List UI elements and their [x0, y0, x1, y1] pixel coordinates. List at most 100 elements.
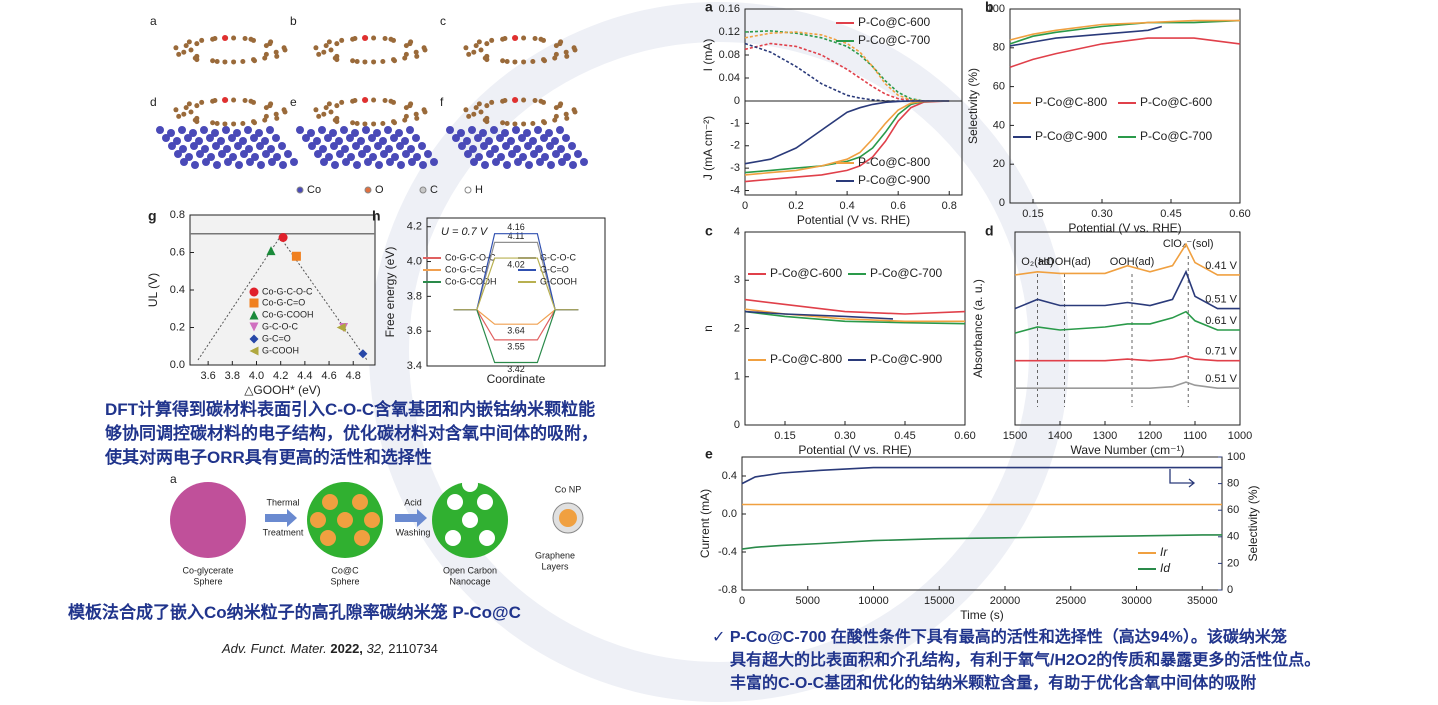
atom — [223, 145, 231, 153]
atom — [419, 161, 427, 169]
legend-marker — [249, 334, 259, 344]
atom — [212, 142, 220, 150]
marker — [358, 349, 368, 359]
x-tick-label: 3.6 — [200, 370, 215, 382]
atom — [412, 134, 420, 142]
chart: d 1500 1400 1300 1200 1100 1000 Wave Number (cm… — [971, 223, 1252, 457]
chart: c 0.15 0.30 0.45 0.60 0 1 2 3 4 Potential (V vs. R… — [701, 223, 976, 457]
atom — [489, 37, 495, 43]
co-particle — [337, 512, 353, 528]
atom — [201, 145, 209, 153]
atom — [308, 142, 316, 150]
x-tick-label: 25000 — [1055, 595, 1086, 607]
atom — [194, 115, 200, 121]
volume: 32, — [367, 641, 385, 656]
x-tick-label: 0.60 — [1229, 208, 1250, 220]
atom — [354, 121, 360, 127]
atom — [403, 43, 409, 49]
atom — [512, 126, 520, 134]
y2-tick-label: 60 — [1227, 504, 1239, 516]
atom — [500, 120, 506, 126]
pore — [462, 476, 478, 492]
y-tick-label: 4.2 — [407, 221, 422, 233]
atom — [342, 158, 350, 166]
atom — [176, 113, 182, 119]
atom — [552, 150, 560, 158]
y-tick-label: 0.6 — [170, 246, 185, 258]
atom — [512, 35, 518, 41]
atom — [222, 97, 228, 103]
y-tick-label: -0.4 — [718, 546, 737, 558]
panel-label: c — [705, 223, 713, 239]
atom — [391, 99, 397, 105]
y-tick-label: -1 — [730, 117, 740, 129]
co-particle — [310, 512, 326, 528]
atom — [402, 55, 408, 61]
atom — [392, 58, 398, 64]
atom — [184, 134, 192, 142]
x-tick-label: 4.4 — [297, 370, 312, 382]
panel-label: f — [440, 95, 444, 109]
line — [1014, 269, 1240, 310]
atom — [263, 105, 269, 111]
atom — [403, 113, 409, 119]
y-tick-label: 2 — [734, 322, 740, 334]
atom — [375, 161, 383, 169]
atom — [390, 134, 398, 142]
atom — [486, 150, 494, 158]
atom — [262, 150, 270, 158]
atom — [580, 158, 588, 166]
legend-label: Co-G-C-O-C — [262, 286, 313, 296]
atom — [484, 115, 490, 121]
atom — [194, 103, 200, 109]
line — [744, 100, 950, 176]
atom — [563, 153, 571, 161]
atom — [497, 153, 505, 161]
atom — [384, 126, 392, 134]
atom — [217, 137, 225, 145]
y-tick-label: 80 — [993, 42, 1005, 54]
atom — [466, 113, 472, 119]
atom — [476, 39, 482, 45]
y-tick-label: 0.4 — [722, 470, 737, 482]
atom — [210, 58, 216, 64]
atom — [281, 45, 287, 51]
atom — [571, 45, 577, 51]
atom — [371, 97, 377, 103]
annotation-label: OOH(ad) — [1110, 256, 1155, 268]
atom — [353, 161, 361, 169]
atom — [391, 37, 397, 43]
atom — [326, 39, 332, 45]
x-tick-label: 0.45 — [1160, 208, 1181, 220]
atom — [563, 49, 569, 55]
atom — [386, 158, 394, 166]
legend-marker — [419, 186, 427, 194]
atom — [246, 158, 254, 166]
panel-label: d — [985, 223, 994, 239]
atom — [240, 150, 248, 158]
atom — [463, 45, 469, 51]
panel-label: a — [150, 14, 157, 28]
line — [744, 310, 894, 320]
atom — [222, 35, 228, 41]
atom — [490, 126, 498, 134]
atom — [471, 111, 477, 117]
atom — [402, 150, 410, 158]
atom — [406, 126, 414, 134]
atom — [413, 49, 419, 55]
atom — [334, 115, 340, 121]
atom — [194, 41, 200, 47]
x-tick-label: 0.60 — [954, 430, 975, 442]
atom — [546, 142, 554, 150]
atom — [186, 101, 192, 107]
atom — [351, 129, 359, 137]
y2-tick-label: 0 — [1227, 584, 1233, 596]
atom — [521, 35, 527, 41]
atom — [562, 134, 570, 142]
atom — [191, 161, 199, 169]
pore — [445, 530, 461, 546]
legend-label: O — [375, 184, 384, 196]
level — [476, 233, 556, 310]
step-label: Treatment — [263, 527, 304, 537]
